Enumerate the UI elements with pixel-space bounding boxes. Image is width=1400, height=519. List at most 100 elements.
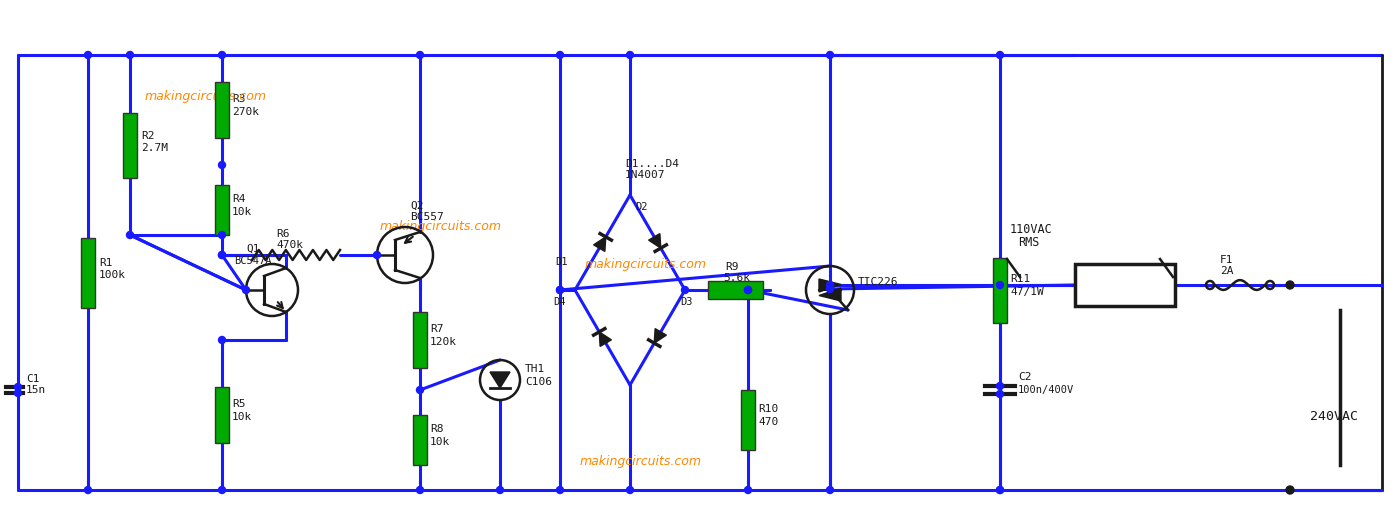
Text: 2.7M: 2.7M [141,143,168,153]
Bar [741,390,755,450]
Polygon shape [819,288,841,301]
Circle shape [557,286,563,294]
Text: D1....D4: D1....D4 [624,159,679,169]
Bar [216,185,230,235]
Text: 270k: 270k [232,107,259,117]
Text: TH1: TH1 [525,364,545,374]
Text: makingcircuits.com: makingcircuits.com [580,455,701,468]
Circle shape [14,384,21,390]
Circle shape [557,486,563,494]
Text: R6: R6 [276,229,290,239]
Text: 1N4007: 1N4007 [624,170,665,180]
Text: 15n: 15n [27,385,46,395]
Bar [81,238,95,307]
Circle shape [218,252,225,258]
Circle shape [745,286,752,294]
Text: C106: C106 [525,377,552,387]
Polygon shape [490,372,510,388]
Circle shape [126,51,133,59]
Circle shape [997,390,1004,398]
Circle shape [126,231,133,239]
Text: D1: D1 [554,257,567,267]
Circle shape [1287,486,1294,494]
Bar [413,312,427,368]
Circle shape [826,281,833,289]
Polygon shape [599,332,612,346]
Text: Q1: Q1 [246,244,259,254]
Circle shape [1287,281,1294,289]
Bar [1075,264,1175,306]
Circle shape [417,486,423,494]
Circle shape [84,486,91,494]
Circle shape [218,486,225,494]
Circle shape [218,252,225,258]
Polygon shape [648,234,661,248]
Circle shape [374,252,381,258]
Circle shape [417,387,423,393]
Bar [413,415,427,465]
Text: D4: D4 [553,297,566,307]
Bar [216,82,230,138]
Text: 470k: 470k [276,240,302,250]
Polygon shape [819,279,841,292]
Circle shape [242,286,249,294]
Text: 100k: 100k [99,270,126,280]
Text: LOAD: LOAD [1105,276,1145,294]
Text: 10k: 10k [232,207,252,217]
Text: BC557: BC557 [410,212,444,222]
Circle shape [682,286,689,294]
Polygon shape [594,237,606,251]
Circle shape [218,231,225,239]
Circle shape [14,389,21,397]
Text: R5: R5 [232,399,245,409]
Bar [707,281,763,299]
Circle shape [826,285,833,293]
Bar [123,113,137,177]
Text: Q2: Q2 [410,201,423,211]
Text: 110VAC: 110VAC [1009,223,1053,236]
Text: makingcircuits.com: makingcircuits.com [585,258,707,271]
Circle shape [84,51,91,59]
Text: 470: 470 [757,417,778,427]
Polygon shape [654,329,666,343]
Text: makingcircuits.com: makingcircuits.com [379,220,503,233]
Text: F1: F1 [1219,255,1233,265]
Circle shape [745,286,752,294]
Text: R2: R2 [141,131,154,141]
Text: R7: R7 [430,324,444,334]
Circle shape [826,51,833,59]
Text: R3: R3 [232,94,245,104]
Bar [993,257,1007,322]
Text: R8: R8 [430,424,444,434]
Circle shape [826,486,833,494]
Text: 10k: 10k [430,437,451,447]
Circle shape [557,51,563,59]
Text: 10k: 10k [232,412,252,422]
Text: TIC226: TIC226 [858,277,899,287]
Circle shape [745,486,752,494]
Circle shape [997,486,1004,494]
Text: D2: D2 [636,202,647,212]
Circle shape [417,51,423,59]
Text: C1: C1 [27,374,39,384]
Text: 2A: 2A [1219,266,1233,276]
Text: R4: R4 [232,194,245,204]
Circle shape [997,281,1004,289]
Text: R1: R1 [99,258,112,268]
Circle shape [627,486,633,494]
Text: 240VAC: 240VAC [1310,410,1358,423]
Circle shape [557,286,563,294]
Circle shape [997,383,1004,389]
Text: RMS: RMS [1018,236,1039,249]
Text: 100n/400V: 100n/400V [1018,385,1074,395]
Text: 47/1W: 47/1W [1009,287,1044,297]
Text: BC547A: BC547A [234,256,272,266]
Text: R11: R11 [1009,274,1030,284]
Circle shape [218,161,225,169]
Circle shape [997,486,1004,494]
Text: D3: D3 [680,297,693,307]
Circle shape [627,51,633,59]
Bar [216,387,230,443]
Text: R9: R9 [725,262,739,272]
Circle shape [497,486,504,494]
